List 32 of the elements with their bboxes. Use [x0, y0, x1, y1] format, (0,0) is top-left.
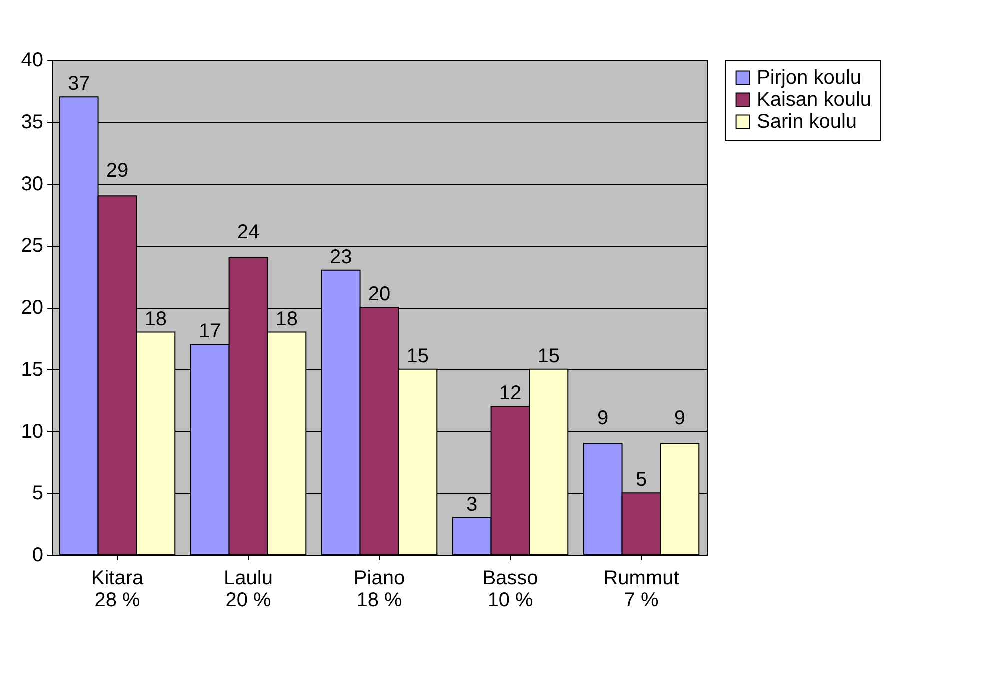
y-tick-label: 20 [21, 297, 44, 319]
data-label: 18 [144, 308, 168, 330]
x-tick-label: Kitara 28 % [91, 568, 144, 612]
data-label: 29 [106, 160, 129, 182]
y-tick-label: 30 [21, 173, 44, 196]
y-tick-label: 10 [21, 420, 44, 443]
data-label: 37 [68, 73, 90, 96]
y-tick-label: 25 [21, 235, 44, 258]
legend-label: Pirjon koulu [757, 67, 862, 89]
x-tick-label: Laulu 20 % [224, 568, 273, 612]
data-label: 18 [276, 308, 298, 330]
y-tick-label: 5 [32, 482, 44, 505]
data-label: 17 [198, 320, 222, 343]
data-label: 23 [330, 246, 352, 268]
legend-label: Sarin koulu [757, 111, 858, 133]
y-tick-label: 40 [21, 50, 44, 72]
y-tick-label: 35 [21, 111, 44, 134]
data-label: 3 [466, 494, 478, 516]
data-label: 5 [636, 469, 648, 492]
data-label: 15 [406, 345, 430, 368]
data-label: 24 [237, 222, 260, 244]
data-label: 9 [674, 407, 686, 430]
x-tick-label: Basso 10 % [482, 568, 538, 612]
y-tick-label: 0 [32, 544, 44, 566]
x-tick-label: Piano 18 % [354, 568, 406, 612]
data-label: 20 [368, 284, 391, 306]
legend-label: Kaisan koulu [757, 89, 872, 111]
x-tick-label: Rummut 7 % [604, 568, 680, 612]
data-label: 12 [499, 382, 522, 404]
y-tick-label: 15 [21, 358, 44, 381]
data-label: 9 [598, 407, 609, 430]
data-label: 15 [538, 345, 560, 368]
